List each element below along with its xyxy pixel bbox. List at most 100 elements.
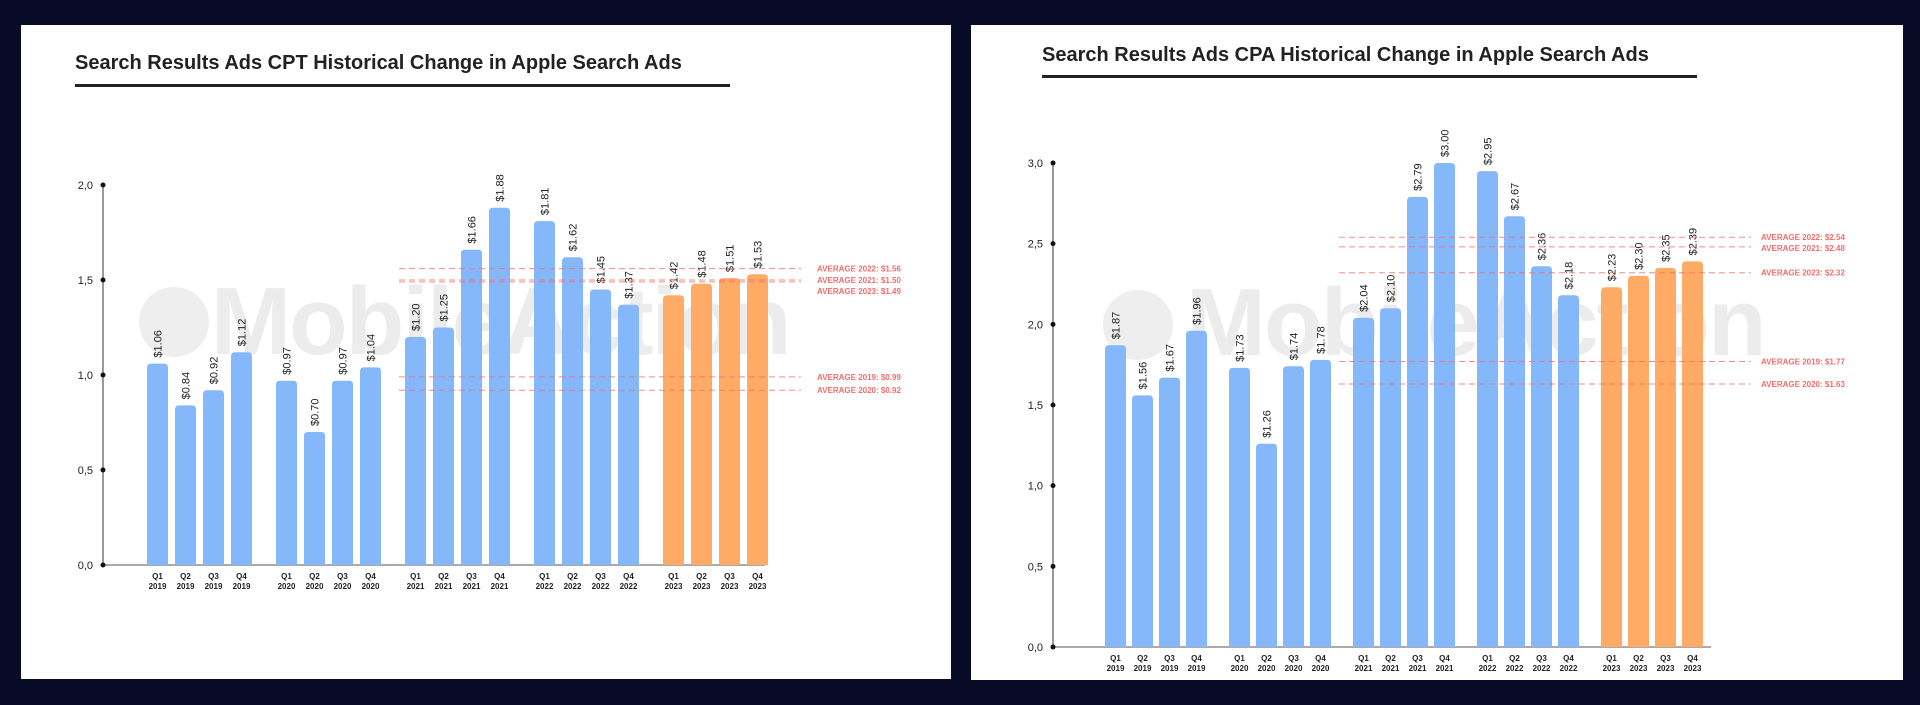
bar: [489, 207, 510, 566]
bar: [1558, 295, 1579, 647]
bar: [1353, 317, 1374, 647]
x-tick-quarter-label: Q3: [208, 572, 219, 581]
average-label: AVERAGE 2019: $1.77: [1761, 357, 1845, 366]
bar-value-label: $0.97: [282, 347, 294, 375]
x-tick-year-label: 2020: [1231, 664, 1249, 673]
bar-value-label: $1.67: [1165, 344, 1177, 372]
y-tick-label: 2,5: [1028, 239, 1043, 251]
y-tick-dot: [100, 182, 106, 188]
bar: [1407, 196, 1428, 647]
bar: [1380, 308, 1401, 647]
x-tick-year-label: 2022: [1560, 664, 1578, 673]
x-tick-quarter-label: Q2: [1509, 654, 1520, 663]
bar-value-label: $1.06: [153, 330, 165, 358]
bar-value-label: $1.53: [753, 241, 765, 269]
x-tick-year-label: 2022: [1479, 664, 1497, 673]
x-tick-year-label: 2021: [1382, 664, 1400, 673]
x-tick-quarter-label: Q1: [1358, 654, 1369, 663]
y-tick-dot: [1050, 483, 1056, 489]
x-tick-year-label: 2023: [1657, 664, 1675, 673]
x-tick-year-label: 2023: [1630, 664, 1648, 673]
bar: [590, 289, 611, 565]
x-tick-year-label: 2019: [233, 582, 251, 591]
x-tick-year-label: 2022: [1533, 664, 1551, 673]
x-tick-quarter-label: Q1: [1234, 654, 1245, 663]
x-tick-year-label: 2020: [334, 582, 352, 591]
average-label: AVERAGE 2023: $1.49: [817, 287, 901, 296]
average-label: AVERAGE 2021: $1.50: [817, 276, 901, 285]
cpt-bar-chart: 0,00,51,01,52,0$1.06Q12019$0.84Q22019$0.…: [78, 174, 902, 591]
x-tick-quarter-label: Q1: [1110, 654, 1121, 663]
bar-value-label: $2.79: [1413, 163, 1425, 191]
x-tick-quarter-label: Q4: [1191, 654, 1202, 663]
x-tick-quarter-label: Q1: [668, 572, 679, 581]
title-underline: [1042, 75, 1697, 78]
average-label: AVERAGE 2021: $2.48: [1761, 244, 1845, 253]
x-tick-year-label: 2019: [149, 582, 167, 591]
chart-title: Search Results Ads CPT Historical Change…: [75, 52, 682, 74]
y-tick-label: 3,0: [1028, 158, 1043, 170]
bar-value-label: $1.81: [540, 188, 552, 216]
bar: [1504, 216, 1525, 648]
bar-value-label: $1.20: [411, 303, 423, 331]
x-tick-quarter-label: Q1: [1606, 654, 1617, 663]
bar-value-label: $0.70: [310, 398, 322, 426]
x-tick-quarter-label: Q3: [724, 572, 735, 581]
x-tick-quarter-label: Q3: [1536, 654, 1547, 663]
x-tick-year-label: 2023: [665, 582, 683, 591]
y-tick-label: 2,0: [1028, 319, 1043, 331]
y-tick-dot: [1050, 563, 1056, 569]
y-tick-label: 0,5: [1028, 561, 1043, 573]
bar: [1310, 359, 1331, 647]
bar: [1601, 287, 1622, 647]
x-tick-year-label: 2022: [564, 582, 582, 591]
x-tick-quarter-label: Q1: [539, 572, 550, 581]
y-tick-label: 0,0: [78, 560, 93, 572]
x-tick-quarter-label: Q1: [281, 572, 292, 581]
bar-value-label: $1.78: [1316, 326, 1328, 354]
x-tick-quarter-label: Q2: [567, 572, 578, 581]
y-tick-dot: [1050, 402, 1056, 408]
x-tick-year-label: 2021: [407, 582, 425, 591]
x-tick-year-label: 2023: [749, 582, 767, 591]
bar: [1256, 443, 1277, 647]
x-tick-quarter-label: Q2: [438, 572, 449, 581]
bar: [433, 327, 454, 565]
bar: [203, 390, 224, 565]
x-tick-year-label: 2019: [1107, 664, 1125, 673]
bar: [405, 337, 426, 565]
x-tick-quarter-label: Q4: [1687, 654, 1698, 663]
x-tick-quarter-label: Q2: [1633, 654, 1644, 663]
x-tick-quarter-label: Q1: [410, 572, 421, 581]
y-tick-dot: [1050, 241, 1056, 247]
x-tick-quarter-label: Q3: [595, 572, 606, 581]
bar-value-label: $1.26: [1262, 410, 1274, 438]
x-tick-year-label: 2020: [362, 582, 380, 591]
bar: [1105, 345, 1126, 647]
x-tick-year-label: 2021: [463, 582, 481, 591]
x-tick-year-label: 2019: [1161, 664, 1179, 673]
average-label: AVERAGE 2020: $0.92: [817, 386, 901, 395]
bar: [1655, 267, 1676, 647]
x-tick-quarter-label: Q3: [1288, 654, 1299, 663]
bar-value-label: $1.12: [237, 319, 249, 347]
bar-value-label: $3.00: [1440, 129, 1452, 157]
bar-value-label: $1.48: [697, 250, 709, 278]
x-tick-year-label: 2021: [435, 582, 453, 591]
x-tick-year-label: 2023: [1684, 664, 1702, 673]
bar: [231, 352, 252, 565]
bar: [663, 295, 684, 565]
y-tick-label: 1,0: [78, 370, 93, 382]
x-tick-quarter-label: Q1: [152, 572, 163, 581]
bar-value-label: $2.30: [1634, 242, 1646, 270]
x-tick-quarter-label: Q2: [1137, 654, 1148, 663]
bar: [175, 405, 196, 565]
x-tick-year-label: 2020: [306, 582, 324, 591]
x-tick-year-label: 2019: [177, 582, 195, 591]
x-tick-quarter-label: Q4: [1563, 654, 1574, 663]
x-tick-quarter-label: Q2: [309, 572, 320, 581]
bar-value-label: $1.37: [624, 271, 636, 299]
y-tick-dot: [100, 467, 106, 473]
bar-value-label: $2.95: [1483, 138, 1495, 166]
bar-value-label: $2.35: [1661, 234, 1673, 262]
